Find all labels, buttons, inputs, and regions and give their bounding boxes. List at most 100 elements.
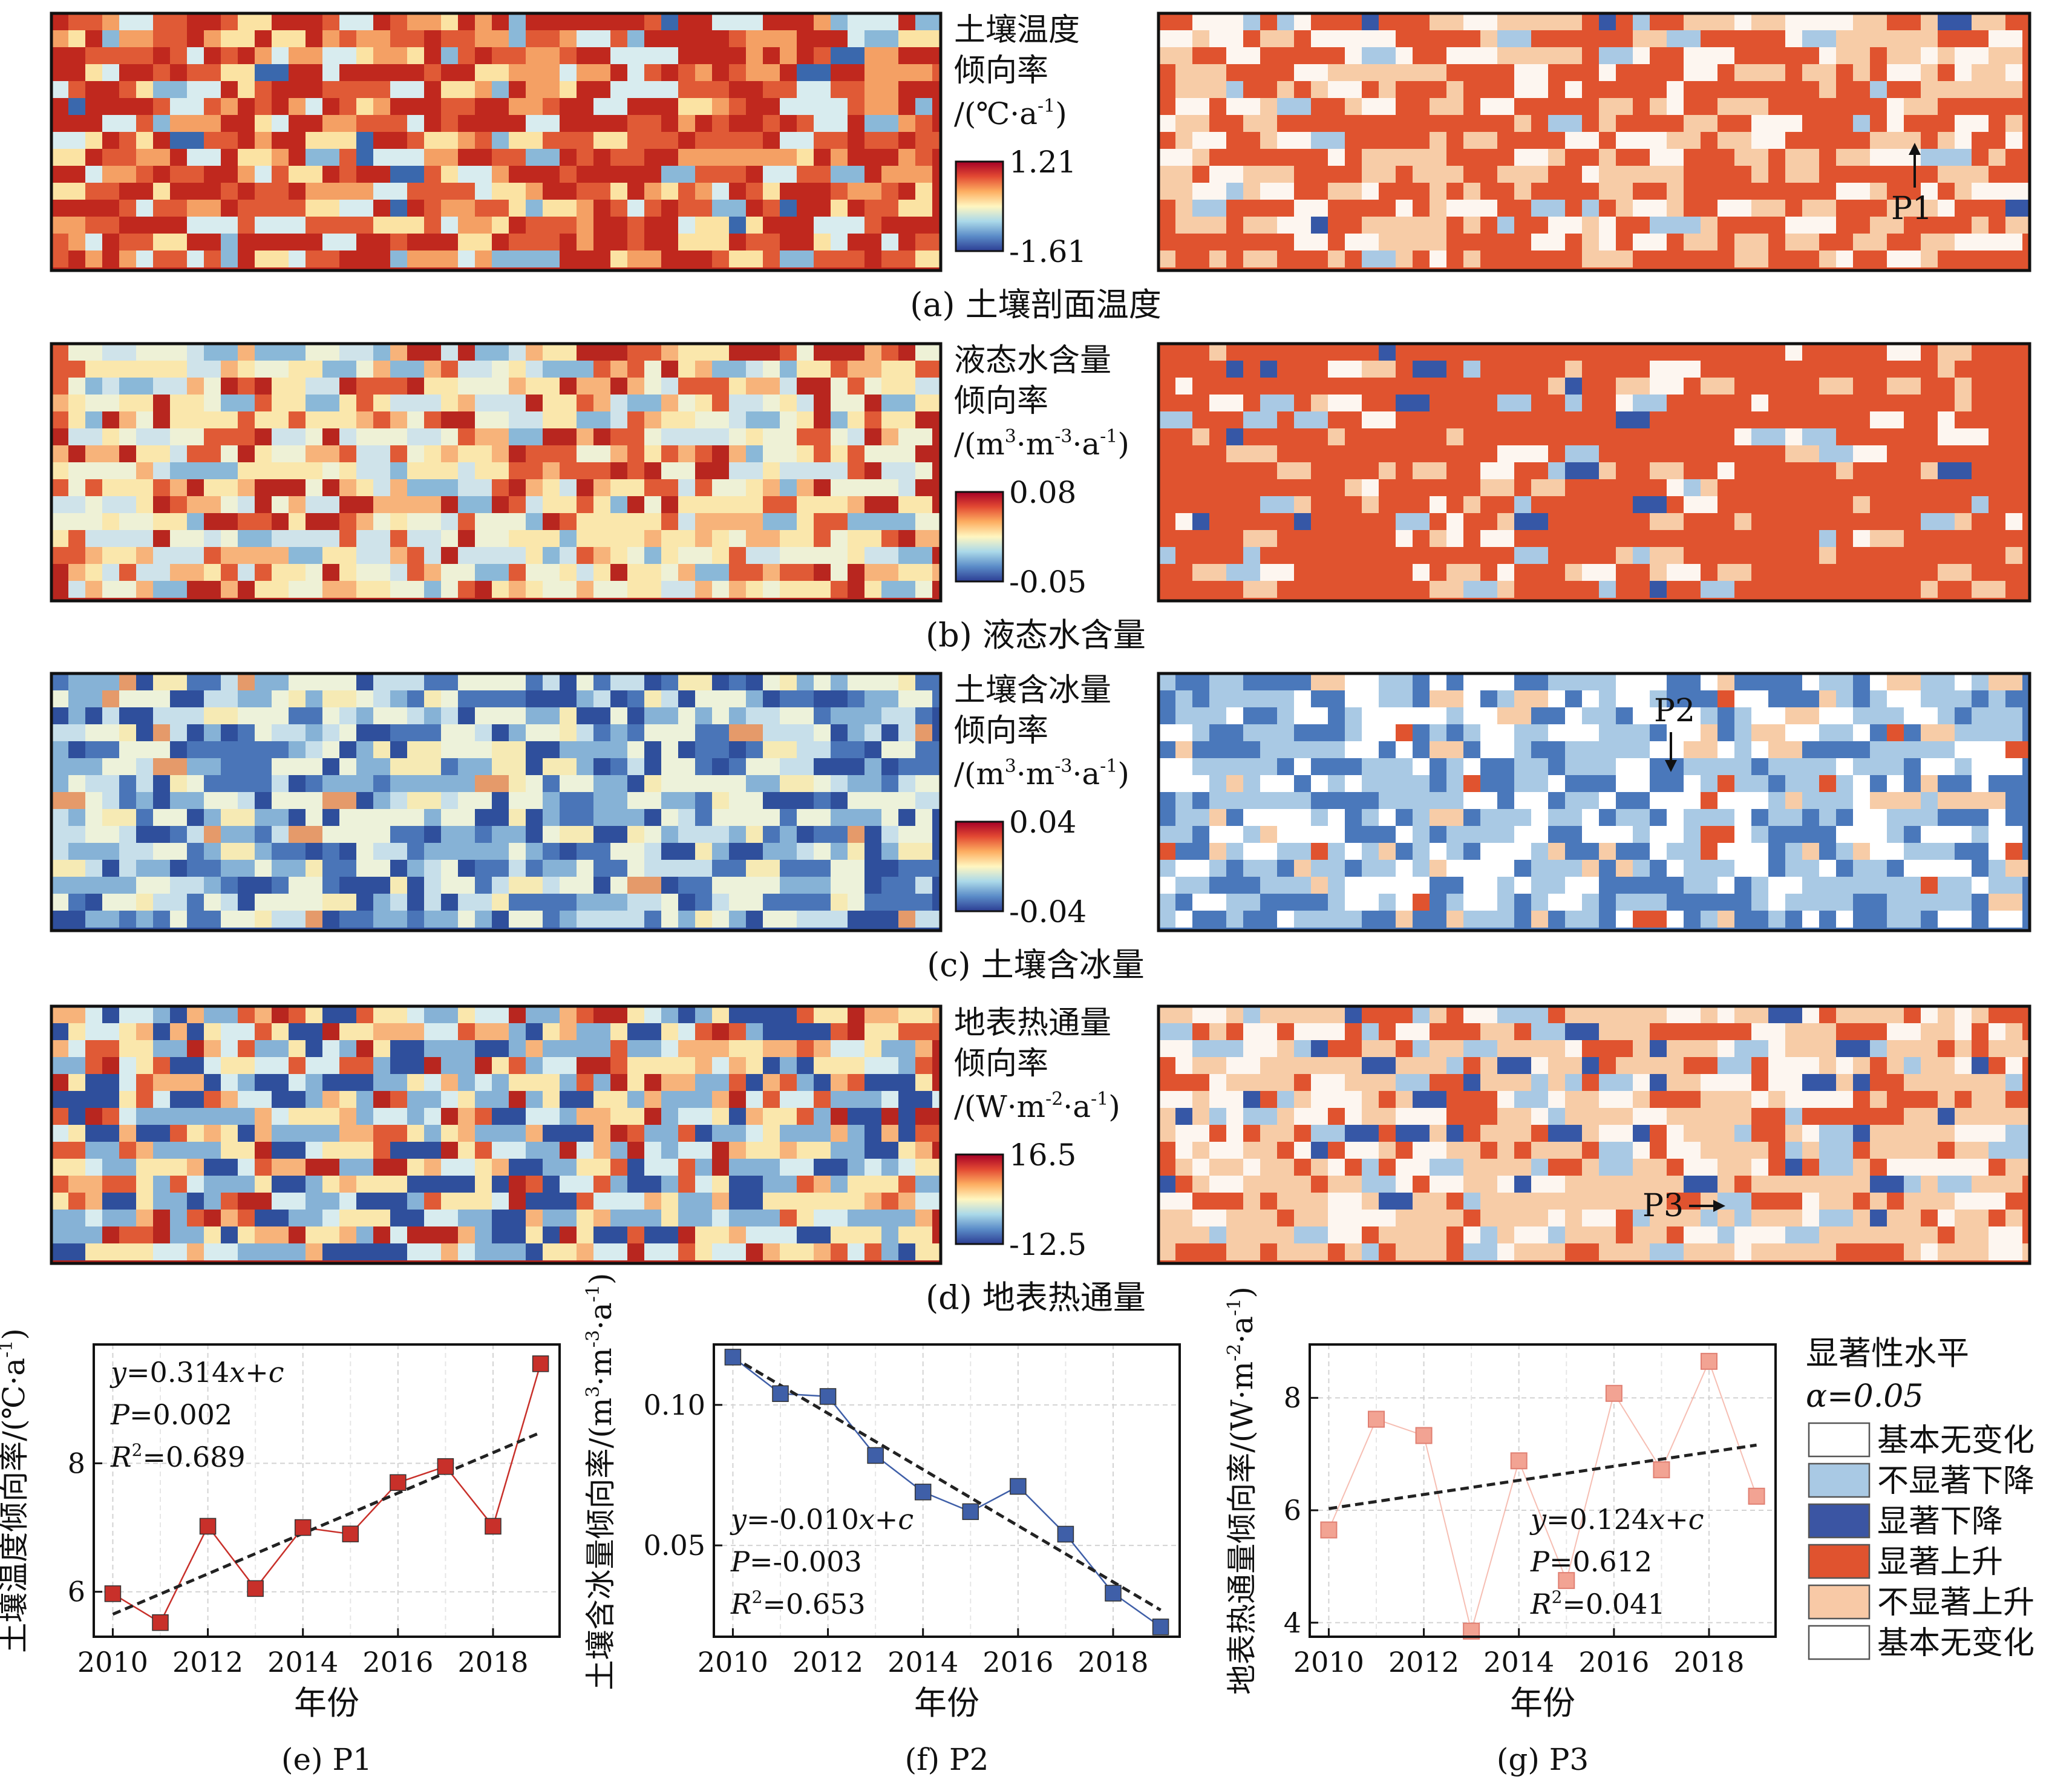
data-point [1105,1585,1122,1602]
map-caption: (a) 土壤剖面温度 [910,286,1162,324]
data-point [532,1355,549,1372]
trend-fit-line [1328,1443,1757,1510]
x-tick-label: 2010 [1293,1646,1364,1678]
fit-p-value: P=0.612 [1530,1545,1652,1578]
legend-item-label: 显著下降 [1877,1504,2003,1540]
colorbar-0 [955,160,1004,252]
trend-map-2-texture [51,673,941,928]
trend-fit-line [732,1355,1162,1612]
data-point [1653,1461,1670,1479]
plot-area [94,1344,560,1637]
cb-title-line3: /(W·m-2​·a-1​) [954,1089,1120,1124]
data-point [294,1519,312,1536]
fit-r-squared: R2=0.041 [1530,1587,1665,1620]
colorbar-2 [955,820,1004,912]
y-tick-label: 8 [1284,1381,1301,1414]
trend-map-2-frame [50,672,943,932]
data-point [247,1580,264,1597]
data-point [1057,1525,1074,1543]
chart-caption: (e) P1 [281,1742,372,1777]
legend-item-label: 基本无变化 [1877,1423,2034,1459]
data-point [867,1447,884,1464]
trend-map-1-texture [51,344,941,598]
chart-caption: (f) P2 [905,1742,989,1777]
cb-min-label: -0.05 [1009,565,1087,600]
x-tick-label: 2014 [1483,1646,1554,1678]
significance-map-1-texture [1192,344,2022,598]
trend-map-3-frame [50,1004,943,1265]
y-tick-label: 6 [68,1576,85,1608]
data-point [1320,1521,1338,1539]
trend-map-3-texture [51,1006,941,1260]
y-tick-label: 0.10 [644,1389,705,1421]
cb-title-line2: 倾向率 [954,1046,1048,1082]
p3-arrowhead [1713,1200,1725,1212]
fit-p-value: P=-0.003 [730,1545,862,1578]
significance-map-3-frame [1157,1004,2031,1265]
legend-swatch [1808,1625,1871,1660]
x-tick-label: 2010 [698,1646,768,1678]
significance-map-2-texture [1159,673,2022,928]
significance-map-3-texture [1159,1006,2022,1260]
cb-max-label: 0.08 [1009,475,1076,510]
y-axis-label: 地表热通量倾向率/(W·m-2​·a-1​) [1224,1286,1260,1695]
x-axis-label: 年份 [294,1684,359,1722]
cb-min-label: -1.61 [1009,234,1087,269]
trend-map-2-texture [51,673,932,928]
plot-frame [713,1343,1181,1638]
trend-map-2-texture [51,673,941,928]
y-axis-label: 土壤含冰量倾向率/(m3​·m-3​·a-1​) [583,1273,618,1691]
data-point [724,1349,742,1366]
data-point [104,1585,122,1602]
fit-equation: y=0.314x+c [109,1356,284,1389]
y-axis-label: 土壤温度倾向率/(℃·a-1​) [0,1328,31,1653]
trend-map-1 [50,342,943,603]
trend-map-0-texture [51,13,932,267]
data-point [199,1518,217,1535]
p2-arrowhead [1665,760,1677,772]
cb-title-line1: 液态水含量 [954,342,1111,379]
data-point [1415,1427,1433,1444]
data-point [1510,1452,1528,1470]
data-point [390,1474,407,1491]
legend-swatch [1808,1422,1871,1458]
trend-map-1-frame [50,342,943,603]
y-tick-label: 0.05 [644,1529,705,1562]
data-point [342,1525,359,1542]
significance-map-2-frame [1157,672,2031,932]
data-point [1605,1384,1623,1402]
significance-map-3-texture [1159,1006,2030,1260]
map-row-3: 地表热通量倾向率 /(W·m-2​·a-1​) 16.5 -12.5 (d) 地表热通量… [50,1004,2031,1317]
trend-map-1-texture [51,344,941,598]
significance-map-1 [1157,342,2031,603]
significance-map-1-frame [1157,342,2031,603]
significance-map-1-texture [1192,344,1972,598]
x-tick-label: 2018 [457,1646,528,1678]
map-row-2: 土壤含冰量倾向率 /(m3​·m-3​·a-1​) 0.04 -0.04 (c) 土壤含… [50,672,2031,984]
plot-frame [93,1343,561,1638]
legend-swatch [1808,1544,1871,1579]
fit-equation: y=-0.010x+c [730,1503,913,1536]
significance-map-3 [1157,1004,2031,1265]
legend-swatch [1808,1462,1871,1498]
map-caption: (c) 土壤含冰量 [927,946,1145,984]
data-point [152,1614,169,1631]
cb-title-line2: 倾向率 [954,383,1048,419]
x-tick-label: 2012 [172,1646,243,1678]
y-tick-label: 6 [1284,1494,1301,1527]
trend-map-3-texture [51,1006,932,1260]
trend-map-3 [50,1004,943,1265]
y-tick-label: 8 [68,1447,85,1479]
colorbar-1 [955,491,1004,583]
x-tick-label: 2014 [267,1646,338,1678]
legend-item-label: 不显著上升 [1877,1585,2034,1621]
x-tick-label: 2016 [1578,1646,1649,1678]
data-point [914,1484,932,1501]
chart-2: 2010 2012 2014 2016 2018 0.05 0.10 年份 土壤含冰量倾向率/(… [583,1273,1181,1777]
trend-map-0-frame [50,11,943,272]
map-caption: (d) 地表热通量 [926,1279,1146,1317]
legend-item-label: 基本无变化 [1877,1625,2034,1662]
cb-title-line1: 土壤温度 [954,12,1080,48]
